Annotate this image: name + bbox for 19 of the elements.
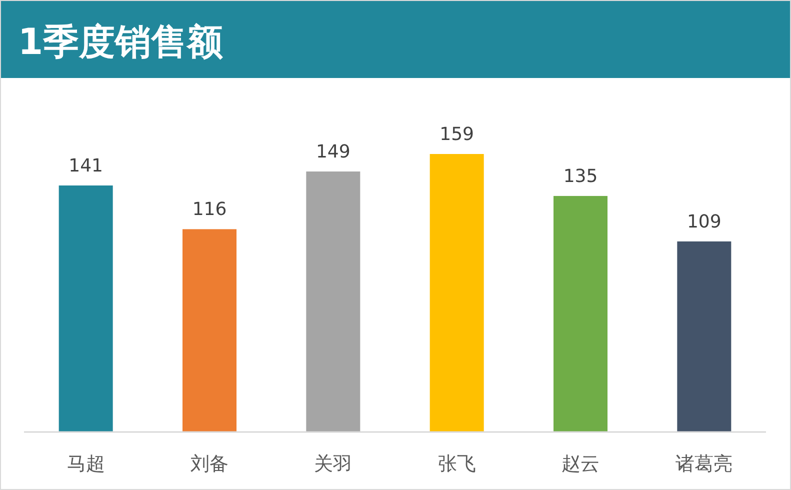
bar [306, 171, 360, 432]
bar [430, 154, 484, 432]
data-label: 109 [686, 211, 722, 232]
bar [182, 229, 236, 432]
data-label: 159 [440, 124, 474, 145]
bar [554, 196, 608, 432]
bar [58, 185, 113, 432]
data-label: 141 [68, 155, 104, 176]
x-tick-label: 刘备 [190, 453, 228, 475]
x-tick-label: 诸葛亮 [676, 453, 733, 475]
x-tick-label: 马超 [66, 453, 105, 475]
x-tick-label: 关羽 [314, 453, 352, 475]
chart-title: 1季度销售额 [18, 22, 224, 63]
data-label: 135 [563, 166, 598, 187]
x-tick-label: 张飞 [438, 453, 476, 475]
bar [677, 241, 732, 432]
data-label: 149 [316, 141, 350, 162]
data-label: 116 [192, 199, 227, 220]
x-tick-label: 赵云 [562, 453, 600, 475]
